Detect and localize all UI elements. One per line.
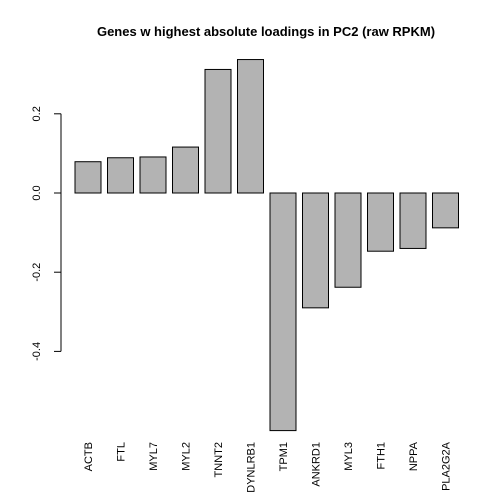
bar-myl3 <box>335 193 361 287</box>
x-tick-label: MYL2 <box>181 442 193 471</box>
y-tick-label: 0.2 <box>31 106 43 121</box>
x-tick-label: PLA2G2A <box>441 441 453 491</box>
y-tick-label: -0.2 <box>31 263 43 282</box>
x-tick-label: FTL <box>116 442 128 462</box>
x-labels: ACTB FTL MYL7 MYL2 TNNT2 DYNLRB1 TPM1 ANKRD1 MYL… <box>83 441 453 492</box>
bar-tpm1 <box>270 193 296 431</box>
bar-nppa <box>400 193 426 248</box>
bar-actb <box>75 162 101 193</box>
bar-myl2 <box>173 147 199 193</box>
x-tick-label: FTH1 <box>376 442 388 470</box>
x-tick-label: NPPA <box>408 441 420 471</box>
bar-ankrd1 <box>303 193 329 308</box>
y-tick-label: 0.0 <box>31 185 43 200</box>
x-tick-label: ANKRD1 <box>311 442 323 487</box>
bar-myl7 <box>140 157 166 193</box>
bars <box>75 60 459 431</box>
x-tick-label: MYL7 <box>148 442 160 471</box>
y-tick-label: -0.4 <box>31 342 43 361</box>
bar-dynlrb1 <box>238 60 264 193</box>
x-tick-label: DYNLRB1 <box>246 442 258 493</box>
x-tick-label: MYL3 <box>343 442 355 471</box>
y-axis: -0.4 -0.2 0.0 0.2 <box>31 106 61 361</box>
x-tick-label: TNNT2 <box>213 442 225 477</box>
chart-title: Genes w highest absolute loadings in PC2… <box>97 24 435 39</box>
bar-tnnt2 <box>205 69 231 193</box>
x-tick-label: TPM1 <box>278 442 290 471</box>
bar-fth1 <box>368 193 394 251</box>
bar-pla2g2a <box>433 193 459 228</box>
bar-ftl <box>108 158 134 193</box>
x-tick-label: ACTB <box>83 442 95 471</box>
